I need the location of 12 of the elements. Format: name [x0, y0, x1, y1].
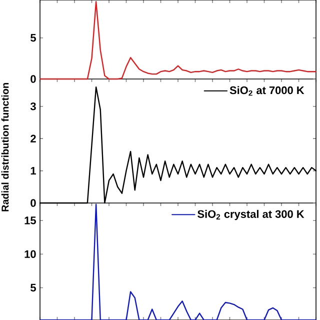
- y-tick-label: 5: [30, 34, 36, 42]
- y-tick-label: 15: [24, 216, 36, 224]
- y-tick-label: 3: [30, 102, 36, 110]
- y-axis-title: Radial distribution function: [1, 83, 9, 212]
- y-tick-label: 0: [30, 75, 36, 83]
- y-tick-label: 10: [24, 250, 36, 258]
- y-tick-label: 2: [30, 134, 36, 142]
- y-tick-label: 1: [30, 167, 36, 175]
- legend-label: SiO$_{2}$ crystal at 300 K: [198, 210, 304, 220]
- y-tick-label: 5: [30, 284, 36, 292]
- y-tick-label: 0: [30, 199, 36, 207]
- legend-label: SiO$_{2}$ at 7000 K: [230, 86, 304, 96]
